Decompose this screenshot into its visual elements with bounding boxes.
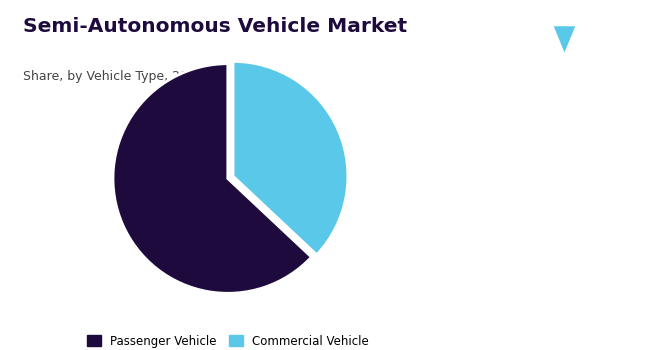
Text: www.grandviewresearch.com: www.grandviewresearch.com <box>476 318 600 327</box>
Text: Semi-Autonomous Vehicle Market: Semi-Autonomous Vehicle Market <box>23 18 407 36</box>
FancyBboxPatch shape <box>547 21 582 56</box>
Polygon shape <box>553 26 576 52</box>
FancyBboxPatch shape <box>588 21 624 56</box>
Legend: Passenger Vehicle, Commercial Vehicle: Passenger Vehicle, Commercial Vehicle <box>81 329 375 350</box>
Text: Source:: Source: <box>476 292 515 301</box>
FancyBboxPatch shape <box>505 21 541 56</box>
Text: $58.2B: $58.2B <box>508 136 621 164</box>
Wedge shape <box>113 64 312 293</box>
Text: Global Market Size,
2024: Global Market Size, 2024 <box>511 193 618 214</box>
Wedge shape <box>233 61 348 255</box>
Text: GRAND VIEW RESEARCH: GRAND VIEW RESEARCH <box>513 70 616 79</box>
Text: Share, by Vehicle Type, 2024 (%): Share, by Vehicle Type, 2024 (%) <box>23 70 229 83</box>
